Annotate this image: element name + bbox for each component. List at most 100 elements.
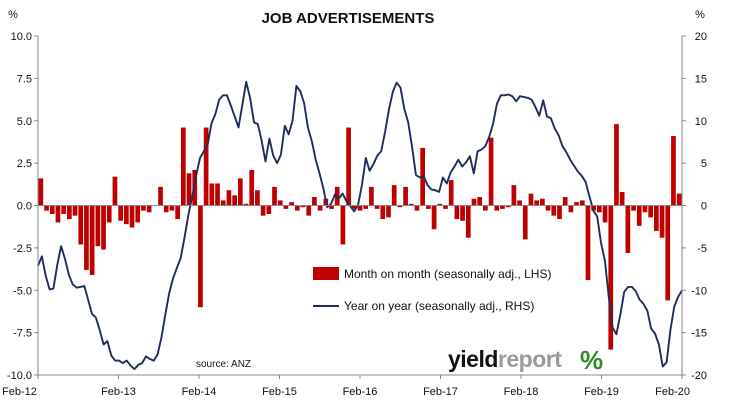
- logo-word-yield: yield: [448, 346, 498, 372]
- yoy-line: [37, 80, 683, 371]
- left-tick-label: -5.0: [13, 285, 32, 297]
- bar-mom: [203, 127, 209, 206]
- bar-mom: [289, 202, 294, 206]
- left-axis-unit: %: [8, 9, 18, 21]
- bar-mom: [363, 205, 369, 209]
- bar-mom: [329, 205, 334, 209]
- bar-mom: [505, 205, 511, 208]
- bar-mom: [55, 205, 61, 223]
- bar-mom: [283, 205, 289, 209]
- chart-title: JOB ADVERTISEMENTS: [262, 10, 435, 27]
- left-tick-label: 2.5: [17, 158, 32, 170]
- bar-mom: [659, 205, 665, 238]
- bar-mom: [471, 198, 477, 206]
- bar-mom: [369, 186, 374, 206]
- bar-mom: [397, 205, 403, 208]
- bar-mom: [540, 198, 545, 206]
- bar-mom: [209, 183, 215, 206]
- bar-mom: [494, 205, 500, 211]
- bar-mom: [232, 195, 237, 206]
- right-tick-label: -10: [691, 285, 707, 297]
- bar-mom: [585, 205, 591, 281]
- bar-mom: [528, 193, 534, 206]
- bar-mom: [346, 127, 351, 206]
- bar-mom: [317, 205, 323, 211]
- bar-mom: [306, 205, 312, 216]
- bar-mom: [403, 186, 408, 206]
- logo-percent-icon: %: [580, 345, 603, 375]
- left-tick-label: -10.0: [7, 370, 32, 382]
- right-tick-label: 10: [695, 116, 707, 128]
- legend-bar-swatch: [313, 267, 339, 280]
- bar-mom: [146, 205, 152, 213]
- bar-mom: [636, 205, 642, 226]
- bar-mom: [500, 205, 505, 209]
- bar-mom: [374, 205, 380, 209]
- source-note: source: ANZ: [196, 359, 251, 370]
- right-tick-label: -15: [691, 328, 707, 340]
- bar-series-group: [38, 124, 682, 350]
- x-tick-label: Feb-16: [343, 386, 378, 398]
- x-tick-label: Feb-15: [262, 386, 297, 398]
- bar-mom: [357, 205, 363, 211]
- left-tick-label: 5.0: [17, 116, 32, 128]
- bar-mom: [129, 205, 135, 228]
- bar-mom: [67, 205, 72, 220]
- bar-mom: [454, 205, 460, 220]
- x-tick-label: Feb-12: [2, 386, 37, 398]
- bar-mom: [391, 185, 397, 206]
- bar-mom: [676, 193, 682, 206]
- bar-mom: [243, 203, 249, 206]
- bar-mom: [266, 205, 272, 214]
- right-axis-ticks: 20 15 10 5 0 -5 -10 -15 -20: [682, 31, 707, 382]
- bar-mom: [534, 200, 540, 206]
- right-tick-label: 15: [695, 73, 707, 85]
- bar-mom: [483, 205, 488, 211]
- bar-mom: [175, 205, 180, 220]
- bar-mom: [386, 205, 391, 218]
- bar-mom: [106, 205, 112, 223]
- bar-mom: [517, 200, 522, 206]
- bar-mom: [169, 205, 175, 211]
- bar-mom: [579, 200, 585, 206]
- left-axis-ticks: 10.0 7.5 5.0 2.5 0.0 -2.5 -5.0 -7.5 -10.0: [7, 31, 38, 382]
- bar-mom: [38, 178, 44, 206]
- bar-mom: [477, 197, 483, 206]
- bar-mom: [614, 124, 619, 206]
- bar-mom: [123, 205, 129, 225]
- logo-word-report: report: [498, 346, 562, 372]
- left-tick-label: -2.5: [13, 243, 32, 255]
- svg-text:yieldreport: yieldreport: [448, 346, 562, 372]
- bar-mom: [619, 191, 625, 206]
- bar-mom: [568, 205, 574, 213]
- bar-mom: [61, 205, 66, 214]
- bar-mom: [654, 205, 659, 231]
- bar-mom: [608, 205, 614, 350]
- right-axis-unit: %: [695, 9, 705, 21]
- bar-mom: [340, 205, 346, 245]
- x-tick-label: Feb-20: [655, 386, 690, 398]
- bar-mom: [642, 205, 648, 213]
- x-tick-label: Feb-14: [182, 386, 217, 398]
- bar-mom: [163, 205, 169, 213]
- bar-mom: [226, 190, 232, 206]
- bar-mom: [294, 205, 300, 211]
- bar-mom: [135, 205, 141, 223]
- yieldreport-logo: yieldreport %: [448, 345, 603, 375]
- bar-mom: [101, 205, 106, 250]
- bar-mom: [158, 186, 163, 206]
- bar-mom: [631, 205, 636, 211]
- bar-mom: [215, 183, 220, 206]
- bar-mom: [648, 205, 654, 218]
- axes-group: [37, 36, 683, 376]
- bar-mom: [78, 205, 84, 245]
- right-tick-label: -20: [691, 370, 707, 382]
- bar-mom: [272, 186, 277, 206]
- bar-mom: [95, 205, 101, 247]
- right-tick-label: 5: [701, 158, 707, 170]
- x-tick-label: Feb-17: [423, 386, 458, 398]
- bar-mom: [186, 173, 192, 206]
- bar-mom: [671, 136, 676, 206]
- bar-mom: [574, 202, 579, 206]
